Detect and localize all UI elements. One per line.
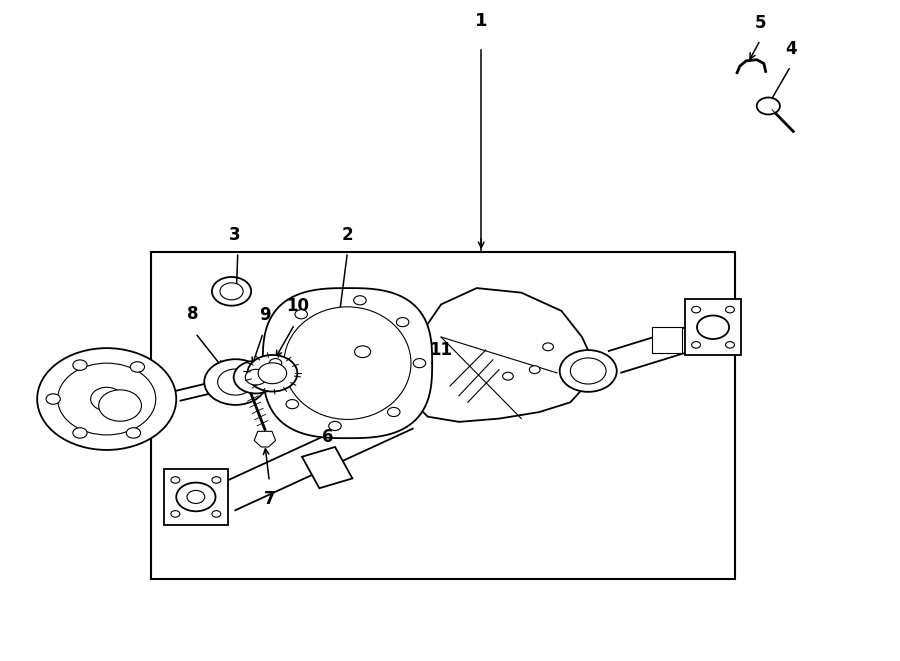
Circle shape [258, 363, 286, 383]
Circle shape [543, 343, 553, 351]
Circle shape [171, 477, 180, 483]
Text: 11: 11 [429, 341, 453, 360]
Circle shape [757, 98, 780, 114]
Circle shape [73, 428, 87, 438]
Text: 9: 9 [259, 305, 271, 324]
Circle shape [212, 511, 220, 517]
Circle shape [502, 372, 513, 380]
Circle shape [328, 422, 341, 430]
Text: 4: 4 [785, 40, 796, 58]
Circle shape [204, 359, 266, 405]
Circle shape [130, 362, 145, 372]
Text: 3: 3 [229, 225, 240, 244]
Circle shape [218, 369, 253, 395]
Circle shape [176, 483, 215, 512]
Bar [151, 253, 735, 578]
Circle shape [691, 306, 700, 313]
Circle shape [697, 315, 729, 339]
Circle shape [187, 490, 205, 504]
Circle shape [529, 366, 540, 373]
Circle shape [99, 390, 141, 421]
Text: 8: 8 [187, 305, 198, 323]
Text: 5: 5 [754, 14, 766, 32]
Text: 6: 6 [322, 428, 334, 446]
Circle shape [725, 342, 734, 348]
Polygon shape [263, 288, 432, 438]
Circle shape [295, 310, 308, 319]
Circle shape [388, 407, 400, 416]
Circle shape [725, 306, 734, 313]
Circle shape [73, 360, 87, 370]
Circle shape [212, 477, 220, 483]
Circle shape [91, 387, 122, 410]
Bar [164, 469, 228, 525]
Circle shape [396, 317, 409, 327]
Circle shape [212, 277, 251, 305]
Bar [686, 299, 741, 355]
Circle shape [346, 340, 379, 364]
Circle shape [248, 355, 297, 391]
Circle shape [58, 363, 156, 435]
Circle shape [234, 361, 278, 393]
Circle shape [37, 348, 176, 450]
Text: 10: 10 [286, 297, 309, 315]
Circle shape [355, 346, 371, 358]
Circle shape [171, 511, 180, 517]
Circle shape [220, 283, 243, 300]
Circle shape [269, 358, 282, 368]
Polygon shape [302, 447, 353, 488]
Circle shape [246, 369, 266, 385]
Circle shape [571, 358, 606, 384]
Circle shape [691, 342, 700, 348]
Polygon shape [410, 288, 593, 422]
Text: 2: 2 [342, 225, 354, 244]
Polygon shape [254, 432, 275, 447]
Ellipse shape [284, 307, 411, 420]
Polygon shape [652, 327, 682, 354]
Text: 7: 7 [264, 490, 275, 508]
Circle shape [560, 350, 616, 392]
Circle shape [126, 428, 140, 438]
Circle shape [413, 358, 426, 368]
Circle shape [46, 394, 60, 405]
Circle shape [286, 399, 299, 408]
Circle shape [354, 295, 366, 305]
Text: 1: 1 [475, 13, 488, 30]
